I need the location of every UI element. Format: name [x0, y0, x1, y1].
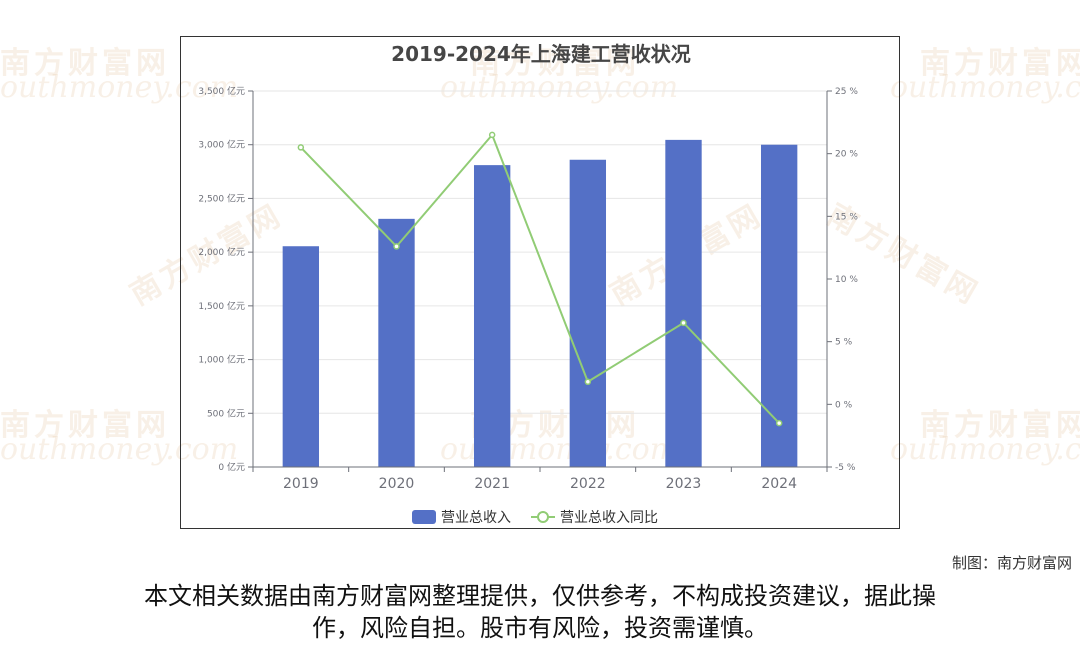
y-right-tick-label: 10 % — [835, 275, 858, 285]
legend-line-label: 营业总收入同比 — [560, 510, 658, 526]
x-tick-label: 2020 — [379, 476, 415, 492]
y-right-tick-label: 5 % — [835, 338, 853, 348]
x-tick-label: 2019 — [283, 476, 319, 492]
chart-svg: 2019-2024年上海建工营收状况 0 亿元 500 亿元 1,000 亿元 1,5… — [198, 42, 858, 526]
legend-bar-label: 营业总收入 — [441, 510, 511, 526]
chart-title: 2019-2024年上海建工营收状况 — [391, 42, 691, 66]
y-right-tick-label: 0 % — [835, 400, 853, 410]
yoy-point-2019 — [297, 144, 305, 151]
y-left-tick-label: 3,000 亿元 — [198, 139, 245, 151]
watermark-text: 南方财富网 — [0, 408, 170, 443]
y-left-tick-label: 2,500 亿元 — [198, 192, 245, 204]
bar-2024 — [760, 144, 798, 467]
disclaimer-line-2: 作，风险自担。股市有风险，投资需谨慎。 — [312, 614, 768, 642]
y-left-tick-label: 1,000 亿元 — [198, 354, 245, 366]
bar-series — [282, 139, 798, 468]
watermark-text: 南方财富网 — [920, 408, 1080, 443]
watermark-text: outhmoney.com — [890, 70, 1080, 105]
disclaimer: 本文相关数据由南方财富网整理提供，仅供参考，不构成投资建议，据此操 作，风险自担… — [60, 580, 1020, 644]
y-left-tick-label: 500 亿元 — [207, 407, 245, 419]
y-right-tick-label: -5 % — [835, 463, 856, 473]
bar-2022 — [569, 159, 607, 468]
yoy-point-2021 — [488, 131, 496, 139]
x-tick-label: 2024 — [761, 476, 797, 492]
line-series — [297, 131, 783, 427]
axes: 0 亿元 500 亿元 1,000 亿元 1,500 亿元 2,000 亿元 2,500 … — [198, 85, 858, 492]
x-tick-label: 2022 — [570, 476, 606, 492]
chart-credit: 制图：南方财富网 — [951, 554, 1072, 572]
yoy-point-2024 — [775, 419, 783, 427]
legend-bar-swatch — [412, 510, 436, 524]
y-right-tick-label: 15 % — [835, 212, 858, 222]
y-right-tick-label: 25 % — [835, 87, 858, 97]
yoy-point-2022 — [584, 378, 592, 386]
yoy-point-2020 — [393, 243, 400, 250]
bar-2020 — [378, 218, 415, 467]
bar-2021 — [473, 165, 511, 467]
grid-lines — [253, 90, 827, 468]
x-tick-label: 2023 — [666, 476, 702, 492]
y-left-tick-label: 1,500 亿元 — [198, 300, 245, 312]
watermark-text: outhmoney.com — [890, 432, 1080, 467]
y-right-tick-label: 20 % — [835, 150, 858, 160]
yoy-point-2023 — [680, 319, 687, 327]
legend[interactable]: 营业总收入 营业总收入同比 — [412, 510, 658, 526]
x-tick-label: 2021 — [474, 476, 510, 492]
bar-2023 — [665, 139, 702, 467]
y-left-tick-label: 3,500 亿元 — [198, 85, 245, 97]
disclaimer-line-1: 本文相关数据由南方财富网整理提供，仅供参考，不构成投资建议，据此操 — [144, 582, 936, 610]
chart-container: 2019-2024年上海建工营收状况 0 亿元 500 亿元 1,000 亿元 1,5… — [180, 36, 900, 529]
yoy-line — [300, 132, 780, 424]
y-left-tick-label: 2,000 亿元 — [198, 246, 245, 258]
watermark-text: 南方财富网 — [920, 46, 1080, 81]
watermark-text: 南方财富网 — [0, 46, 170, 81]
y-left-tick-label: 0 亿元 — [218, 461, 245, 473]
bar-2019 — [282, 246, 320, 467]
legend-line-marker — [537, 511, 549, 523]
